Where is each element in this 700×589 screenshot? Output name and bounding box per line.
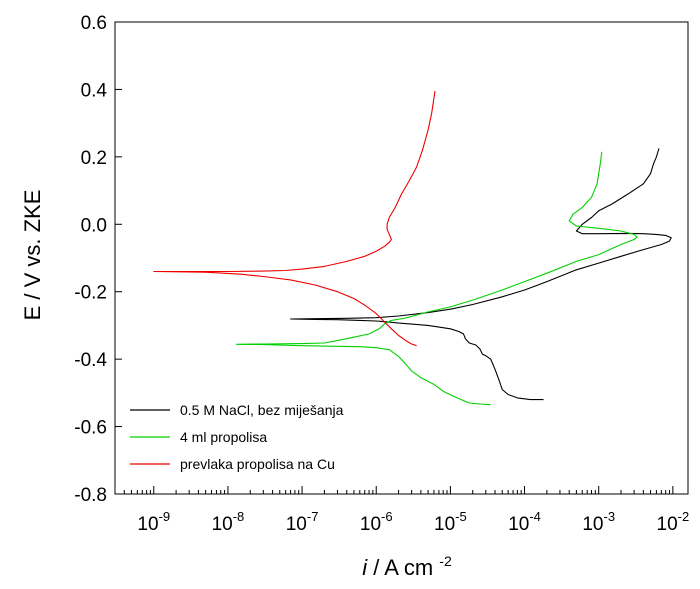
y-tick-label: -0.2 (74, 283, 107, 304)
x-tick-label: 10-8 (212, 509, 245, 535)
x-axis-title: i / A cm -2 (362, 553, 452, 580)
series-line-3 (153, 91, 436, 347)
y-tick-label: 0.0 (81, 215, 107, 236)
legend-label-3: prevlaka propolisa na Cu (180, 456, 335, 472)
x-tick-labels: 10-9 10-8 10-7 10-6 10-5 10-4 10-3 10-2 (137, 509, 689, 535)
series-line-1 (290, 148, 672, 401)
x-tick-label: 10-6 (360, 509, 393, 535)
y-tick-label: -0.8 (74, 485, 107, 506)
x-axis-title-variable: i (362, 555, 368, 580)
y-tick-label: 0.6 (81, 13, 107, 34)
x-axis-title-unit: / A cm (373, 555, 433, 580)
x-tick-label: 10-5 (434, 509, 467, 535)
x-tick-label: 10-9 (137, 509, 170, 535)
y-ticks (115, 21, 122, 495)
x-axis-title-exponent: -2 (439, 553, 452, 569)
y-tick-label: -0.6 (74, 418, 107, 439)
y-axis-title: E / V vs. ZKE (20, 190, 45, 321)
plot-frame-rect (114, 21, 689, 495)
y-tick-label: 0.2 (81, 148, 107, 169)
legend-label-2: 4 ml propolisa (180, 429, 267, 445)
legend-label-1: 0.5 M NaCl, bez miješanja (180, 402, 344, 418)
y-tick-label: -0.4 (74, 350, 107, 371)
series-line-2 (235, 151, 638, 406)
series-lines (153, 91, 672, 406)
x-tick-label: 10-7 (286, 509, 319, 535)
x-minor-ticks (114, 486, 674, 494)
y-tick-labels: -0.8 -0.6 -0.4 -0.2 0.0 0.2 0.4 0.6 (74, 13, 107, 506)
x-tick-label: 10-3 (582, 509, 615, 535)
y-tick-label: 0.4 (81, 80, 108, 101)
legend: 0.5 M NaCl, bez miješanja 4 ml propolisa p… (130, 402, 344, 472)
x-tick-label: 10-2 (657, 509, 690, 535)
plot-frame (114, 21, 689, 495)
x-tick-label: 10-4 (508, 509, 541, 535)
